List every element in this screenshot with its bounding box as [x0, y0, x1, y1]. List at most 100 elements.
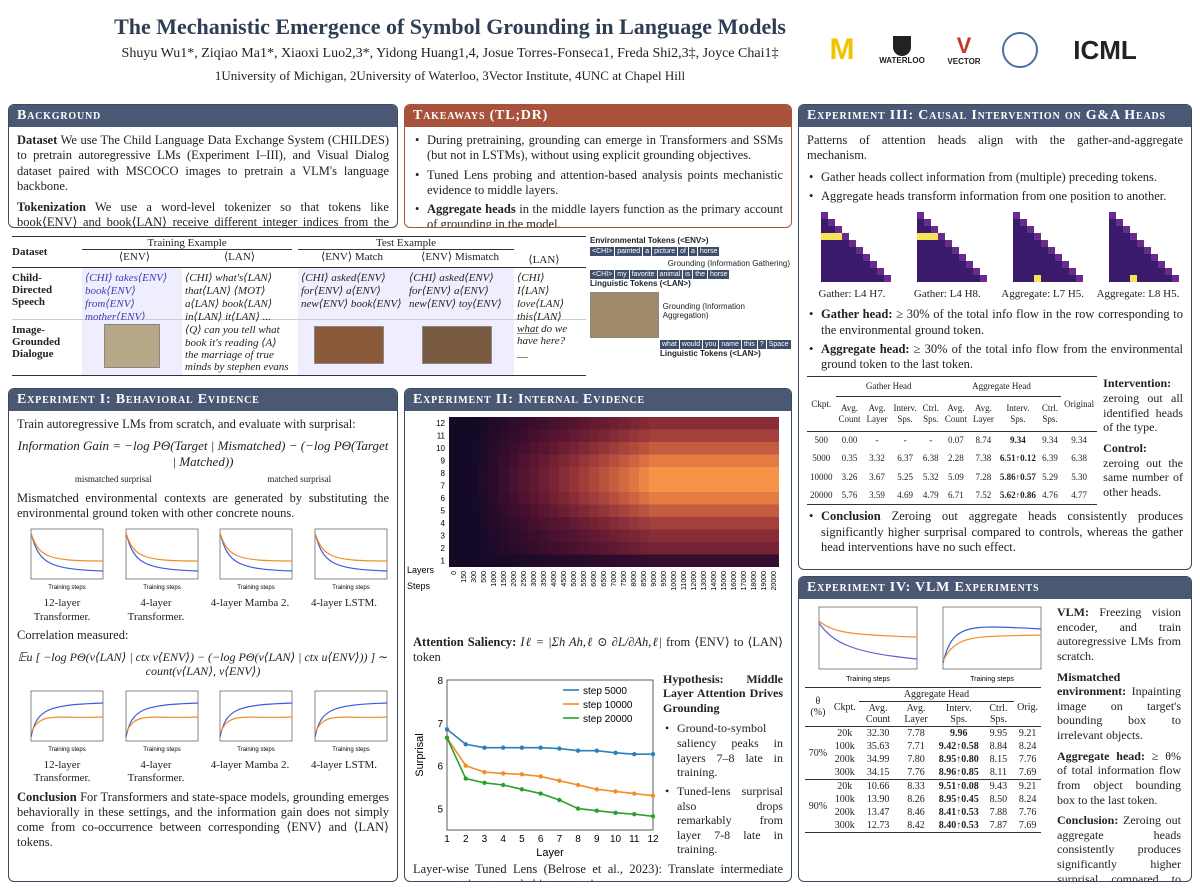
heatmap-cell [539, 429, 549, 442]
heatmap-cell [609, 467, 619, 480]
heatmap-cell [619, 517, 629, 530]
attention-cell [1130, 268, 1137, 275]
attention-cell [1048, 275, 1055, 282]
heatmap-cell [449, 517, 459, 530]
heatmap-cell [729, 454, 739, 467]
attention-cell [849, 247, 856, 254]
attention-cell [849, 268, 856, 275]
attention-cell [952, 275, 959, 282]
heatmap-cell [509, 442, 519, 455]
heatmap-cell [689, 417, 699, 430]
heatmap-cell [649, 429, 659, 442]
attention-cell [1020, 240, 1027, 247]
data-point [557, 745, 562, 751]
heatmap-cell [689, 554, 699, 567]
data-point [650, 751, 656, 756]
data-point [463, 763, 468, 768]
heatmap-cell [569, 492, 579, 505]
x-tick: 10 [610, 834, 622, 845]
heatmap-cell [539, 492, 549, 505]
attention-cell [1013, 212, 1020, 219]
r2-line [219, 716, 293, 733]
heatmap-cell [739, 479, 749, 492]
heatmap-cell [649, 517, 659, 530]
heatmap-cell [729, 442, 739, 455]
match-line [818, 622, 918, 660]
attention-cell [1116, 254, 1123, 261]
heatmap-cell [749, 529, 759, 542]
attention-cell [1041, 275, 1048, 282]
heatmap-cell [709, 479, 719, 492]
heatmap-cell [699, 554, 709, 567]
attention-cell [1144, 254, 1151, 261]
heatmap-cell [649, 529, 659, 542]
heatmap-cell [449, 417, 459, 430]
heatmap-cell [649, 542, 659, 555]
plot-frame [125, 690, 199, 742]
heatmap-cell [659, 442, 669, 455]
heatmap-cell [729, 479, 739, 492]
heatmap-cell [499, 479, 509, 492]
heatmap-cell [679, 454, 689, 467]
heatmap-cell [619, 504, 629, 517]
heatmap-cell [589, 417, 599, 430]
heatmap-cell [469, 429, 479, 442]
attention-cell [924, 247, 931, 254]
attention-cell [1034, 240, 1041, 247]
x-axis-label: Training steps [332, 747, 369, 753]
attention-cell [917, 240, 924, 247]
legend-label: step 20000 [583, 714, 633, 725]
series-line [446, 728, 653, 755]
heatmap-cell [589, 442, 599, 455]
attention-cell [842, 233, 849, 240]
heatmap-cell [459, 554, 469, 567]
heatmap-cell [699, 492, 709, 505]
heatmap-cell [659, 517, 669, 530]
mismatch-line [125, 533, 198, 563]
attention-cell [821, 261, 828, 268]
heatmap-cell [629, 492, 639, 505]
heatmap-ylabel: Layers [407, 565, 435, 575]
heatmap-cell [549, 467, 559, 480]
step-tick: 1000 [491, 571, 498, 587]
heatmap-cell [509, 467, 519, 480]
heatmap-cell [579, 454, 589, 467]
data-point [650, 793, 656, 798]
attention-cell [828, 261, 835, 268]
heatmap-cell [599, 479, 609, 492]
attention-cell [931, 268, 938, 275]
token-chip: picture [652, 247, 678, 256]
heatmap-cell [489, 479, 499, 492]
heatmap-cell [549, 454, 559, 467]
step-tick: 6500 [601, 571, 608, 587]
data-point [519, 745, 525, 750]
attention-cell [931, 261, 938, 268]
x-tick: 1 [444, 834, 450, 845]
heatmap-cell [669, 417, 679, 430]
attention-cell [1123, 268, 1130, 275]
attention-cell [1041, 261, 1048, 268]
heatmap-cell [629, 542, 639, 555]
attention-cell [952, 247, 959, 254]
heatmap-cell [609, 442, 619, 455]
heatmap-cell [719, 442, 729, 455]
heatmap-cell [709, 429, 719, 442]
heatmap-cell [689, 429, 699, 442]
heatmap-cell [769, 442, 779, 455]
heatmap-cell [759, 442, 769, 455]
attention-cell [1048, 254, 1055, 261]
series-line [446, 737, 654, 817]
exp4-results-table: θ (%) Ckpt. Aggregate Head Orig. Avg. Count A… [805, 687, 1041, 833]
attention-cell [1062, 261, 1069, 268]
attention-cell [917, 268, 924, 275]
attention-cell [1109, 233, 1116, 240]
attention-cell [1158, 275, 1165, 282]
data-point [482, 780, 487, 785]
r2-line [314, 716, 387, 733]
bookshelf-image [422, 326, 492, 364]
heatmap-cell [509, 504, 519, 517]
attention-cell [1123, 261, 1130, 268]
step-tick: 20000 [771, 571, 778, 591]
data-point [594, 786, 600, 791]
heatmap-cell [469, 479, 479, 492]
